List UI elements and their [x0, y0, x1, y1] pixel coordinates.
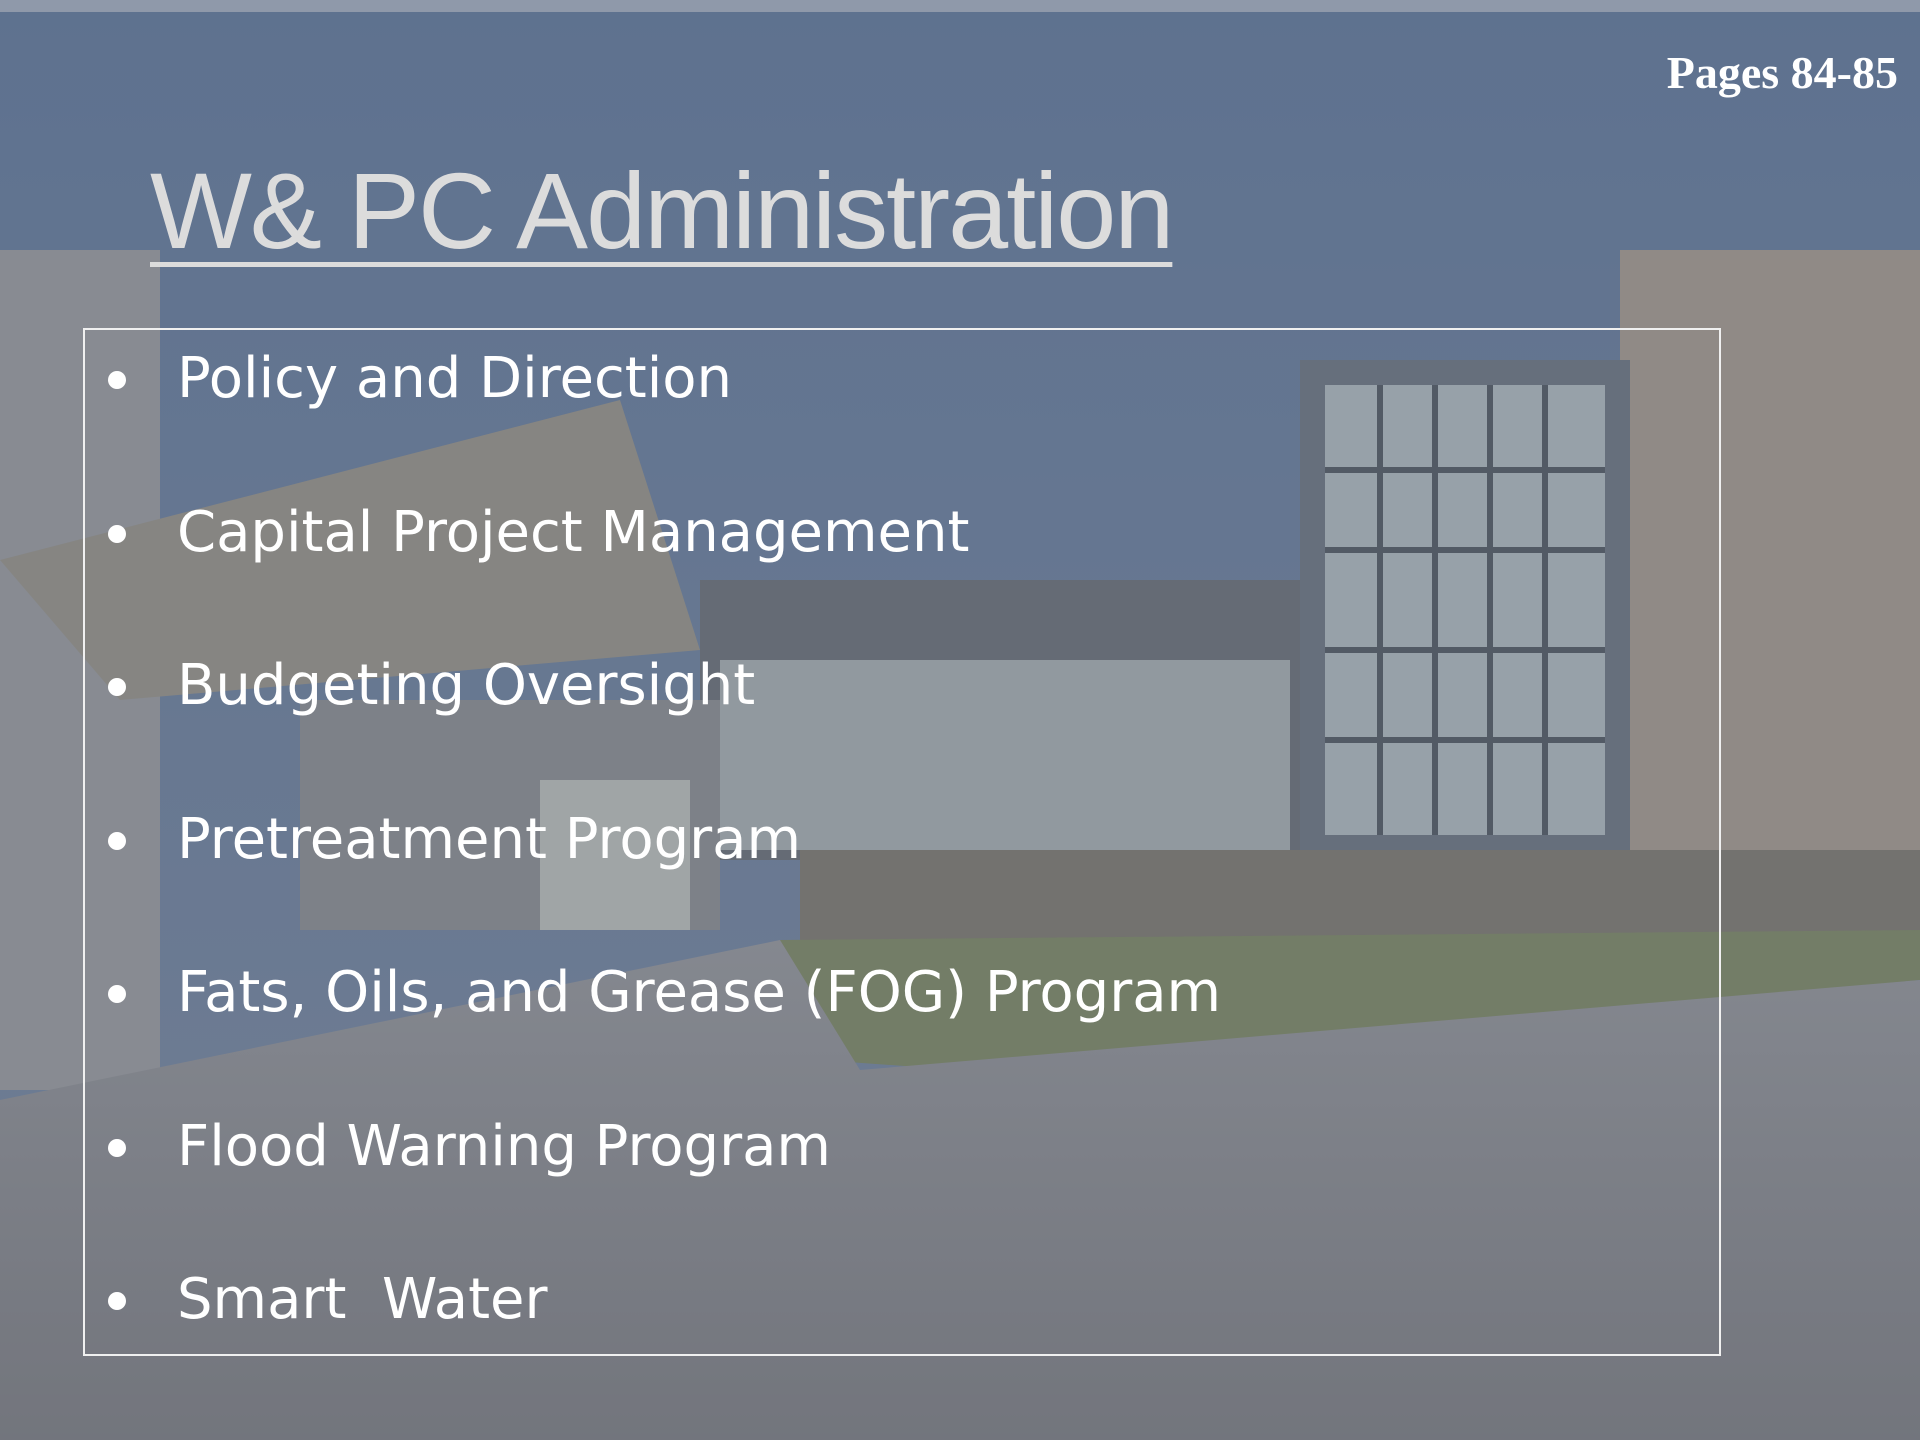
bullet-text: Policy and Direction: [177, 344, 732, 414]
bullet-item: Pretreatment Program: [85, 805, 1585, 875]
bullet-text: Fats, Oils, and Grease (FOG) Program: [177, 958, 1221, 1028]
bullet-item: Policy and Direction: [85, 344, 1585, 414]
bullet-box: Policy and Direction Capital Project Mana…: [83, 328, 1721, 1356]
bullet-item: Budgeting Oversight: [85, 651, 1585, 721]
bullet: [108, 525, 126, 543]
bullet-item: Flood Warning Program: [85, 1112, 1585, 1182]
slide-title: W& PC Administration: [150, 148, 1172, 273]
bullet-text: Flood Warning Program: [177, 1112, 831, 1182]
bullet-text: Smart Water: [177, 1265, 548, 1335]
bullet: [108, 985, 126, 1003]
slide: {"header": {"pages": "Pages 84-85"}, "ti…: [0, 0, 1920, 1440]
bullet: [108, 678, 126, 696]
page-reference: Pages 84-85: [1667, 46, 1898, 99]
bullet-text: Budgeting Oversight: [177, 651, 755, 721]
bullet-item: Capital Project Management: [85, 498, 1585, 568]
bullet-item: Fats, Oils, and Grease (FOG) Program: [85, 958, 1585, 1028]
bullet-item: Smart Water: [85, 1265, 1585, 1335]
bullet: [108, 832, 126, 850]
bullet: [108, 1139, 126, 1157]
bullet-text: Capital Project Management: [177, 498, 969, 568]
bullet: [108, 1292, 126, 1310]
bullet: [108, 371, 126, 389]
bullet-text: Pretreatment Program: [177, 805, 801, 875]
